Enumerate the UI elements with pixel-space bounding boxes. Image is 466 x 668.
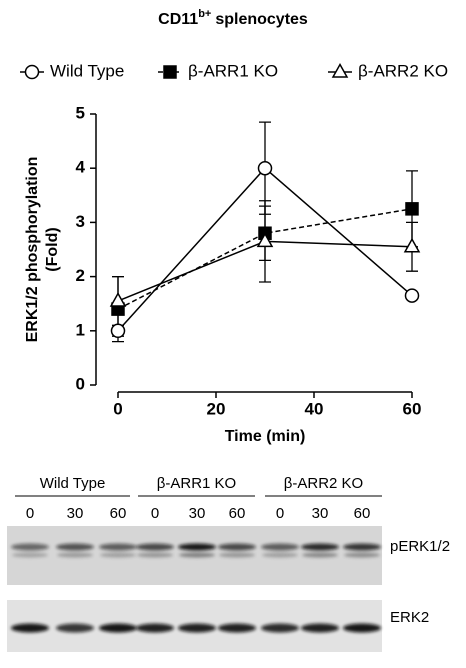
blot-band [136, 623, 174, 633]
legend-label: β-ARR1 KO [188, 61, 278, 80]
title-superscript: b+ [198, 8, 211, 20]
group-label: Wild Type [40, 475, 106, 492]
marker [403, 237, 421, 253]
x-axis-label: Time (min) [225, 428, 306, 445]
lane-label: 0 [276, 505, 284, 522]
blot-band [56, 623, 94, 633]
blot-band [301, 623, 339, 633]
blot-band [262, 552, 298, 558]
group-label: β-ARR2 KO [284, 475, 363, 492]
legend-marker [331, 62, 349, 78]
x-tick-label: 20 [207, 399, 226, 418]
marker [257, 160, 273, 176]
legend-label: Wild Type [50, 61, 124, 80]
marker [256, 232, 274, 248]
marker [110, 323, 126, 339]
series-line [117, 208, 413, 310]
y-tick-label: 0 [76, 374, 85, 393]
blot-band [261, 623, 299, 633]
blot-band [100, 552, 136, 558]
blot-band [343, 623, 381, 633]
y-axis-label: (Fold) [44, 227, 61, 271]
y-axis-label: ERK1/2 phosphorylation [24, 157, 41, 343]
chart-title: CD11b+ splenocytes [158, 8, 308, 28]
marker [404, 288, 420, 303]
lane-label: 0 [151, 505, 159, 522]
blot-band [99, 623, 137, 633]
lane-label: 30 [312, 505, 329, 522]
blot-band [219, 552, 255, 558]
blot-band [302, 552, 338, 558]
group-label: β-ARR1 KO [157, 475, 236, 492]
lane-label: 60 [229, 505, 246, 522]
blot-band [343, 543, 381, 551]
legend-label: β-ARR2 KO [358, 61, 448, 80]
lane-label: 60 [110, 505, 127, 522]
x-tick-label: 40 [305, 399, 324, 418]
blot-band [11, 543, 49, 551]
marker [109, 291, 127, 307]
blot-band [57, 552, 93, 558]
blot-band [218, 543, 256, 551]
x-tick-label: 60 [403, 399, 422, 418]
y-tick-label: 1 [76, 320, 85, 339]
y-tick-label: 5 [76, 103, 85, 122]
lane-label: 30 [189, 505, 206, 522]
y-tick-label: 3 [76, 212, 85, 231]
blot-band [261, 543, 299, 551]
blot-band [344, 552, 380, 558]
lane-label: 30 [67, 505, 84, 522]
blot-band [11, 623, 49, 633]
legend-marker [24, 64, 40, 80]
blot-band [137, 552, 173, 558]
title-main: CD11 [158, 11, 198, 28]
blot-band [136, 543, 174, 551]
marker [405, 202, 419, 216]
blot-band [301, 543, 339, 551]
legend-marker [163, 65, 177, 79]
lane-label: 60 [354, 505, 371, 522]
blot-band [12, 552, 48, 558]
blot-band [178, 623, 216, 633]
x-tick-label: 0 [113, 399, 122, 418]
blot-band [99, 543, 137, 551]
blot-band [218, 623, 256, 633]
row-label: ERK2 [390, 609, 429, 626]
y-tick-label: 4 [76, 158, 86, 177]
y-tick-label: 2 [76, 266, 85, 285]
blot-band [179, 552, 215, 558]
title-suffix: splenocytes [215, 11, 308, 28]
lane-label: 0 [26, 505, 34, 522]
blot-band [178, 543, 216, 551]
row-label: pERK1/2 [390, 538, 450, 555]
blot-band [56, 543, 94, 551]
